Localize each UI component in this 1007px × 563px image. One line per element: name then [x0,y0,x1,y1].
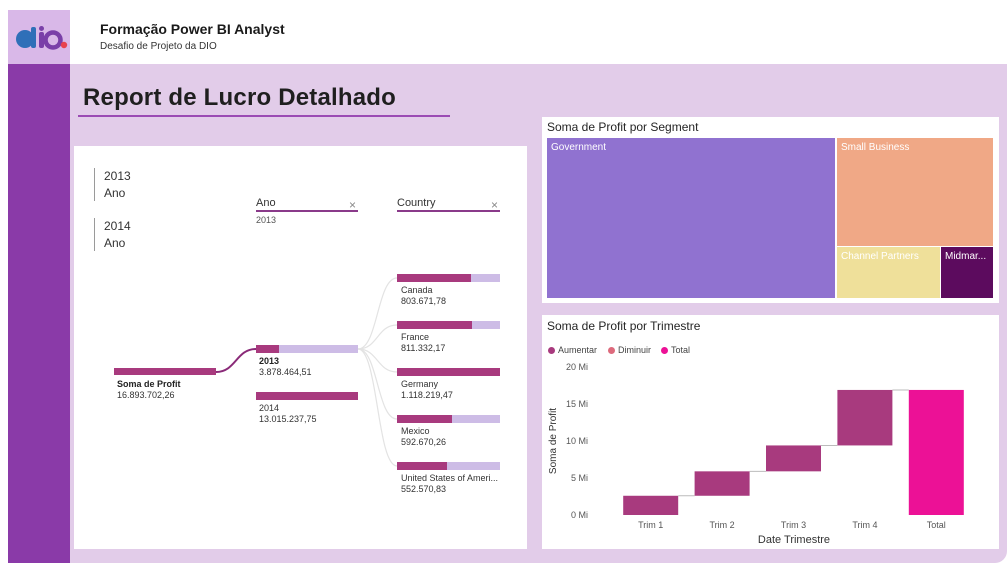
country-node-bar[interactable] [397,368,500,376]
treemap-cell-midmarket[interactable]: Midmar... [941,247,993,298]
country-node-bar[interactable] [397,321,472,329]
legend-item-decrease[interactable]: Diminuir [608,345,651,355]
waterfall-bar [694,471,750,496]
country-node-label: Canada [401,285,433,295]
y-tick-label: 10 Mi [566,436,588,446]
country-node-value: 1.118.219,47 [401,390,453,400]
tree-level-header-country[interactable]: Country [397,197,436,209]
y-tick-label: 5 Mi [571,473,588,483]
year-card-label: Ano [104,186,126,200]
legend-dot [548,346,555,354]
treemap-cell-channel-partners[interactable]: Channel Partners [837,247,940,298]
close-icon[interactable]: × [491,198,499,212]
y-tick-label: 15 Mi [566,399,588,409]
waterfall-title: Soma de Profit por Trimestre [547,319,701,333]
treemap-title: Soma de Profit por Segment [547,120,699,134]
waterfall-bar [766,445,821,472]
country-node-value: 803.671,78 [401,296,447,306]
waterfall-bar [837,389,893,446]
country-node-value: 552.570,83 [401,484,447,494]
country-node-label: Germany [401,379,439,389]
country-node-label: Mexico [401,426,430,436]
year-card-value: 2014 [104,219,131,233]
treemap-cell-government[interactable]: Government [547,138,835,298]
year-card-label: Ano [104,236,126,250]
legend-item-total[interactable]: Total [661,345,690,355]
app-subtitle: Desafio de Projeto da DIO [100,41,217,52]
country-node-value: 592.670,26 [401,437,447,447]
year-card-2014[interactable]: 2014 Ano [94,218,131,251]
x-tick-label: Trim 3 [781,520,806,530]
year-node-bar-bg[interactable] [256,345,358,353]
tree-level-underline [256,210,358,212]
tree-level-selection: 2013 [256,215,277,225]
year-node-bar[interactable] [256,392,358,400]
country-node-bar[interactable] [397,274,471,282]
root-node-bar[interactable] [114,368,216,375]
dio-logo-icon [16,26,68,50]
legend-label: Total [671,345,691,355]
tree-level-header-ano[interactable]: Ano [256,197,276,209]
country-node-bar[interactable] [397,415,452,423]
country-node-value: 811.332,17 [401,343,446,353]
legend-dot [608,346,615,354]
title-underline [78,115,450,117]
x-tick-label: Trim 1 [638,520,663,530]
sidebar [8,64,70,563]
x-tick-label: Trim 2 [710,520,735,530]
waterfall-chart: Soma de Profit 0 Mi 5 Mi 10 Mi 15 Mi 20 Mi Tri… [548,362,964,546]
year-card-value: 2013 [104,169,131,183]
year-node-label: 2013 [259,356,280,366]
y-tick-label: 0 Mi [571,510,588,520]
country-node-label: United States of Ameri... [401,473,499,483]
year-node-value: 13.015.237,75 [259,414,317,424]
root-node-value: 16.893.702,26 [117,390,175,400]
treemap-cell-small-business[interactable]: Small Business [837,138,993,246]
x-tick-label: Total [927,520,946,530]
legend-dot [661,346,668,354]
legend-item-increase[interactable]: Aumentar [548,345,597,355]
app-title: Formação Power BI Analyst [100,21,285,37]
country-node-bar-bg[interactable] [397,462,500,470]
waterfall-bar [623,495,679,515]
y-axis-title: Soma de Profit [548,408,559,474]
country-node-bar[interactable] [397,462,447,470]
close-icon[interactable]: × [349,198,357,212]
root-node-label: Soma de Profit [117,379,181,390]
year-node-bar[interactable] [256,345,279,353]
root-node-name: Soma de Profit [117,379,181,389]
tree-level-underline [397,210,500,212]
country-node-label: France [401,332,430,342]
legend-label: Diminuir [618,345,652,355]
x-tick-label: Trim 4 [852,520,877,530]
legend-label: Aumentar [558,345,598,355]
year-node-label: 2014 [259,403,280,413]
dio-logo [8,10,70,64]
year-node-value: 3.878.464,51 [259,367,312,377]
year-card-2013[interactable]: 2013 Ano [94,168,131,201]
waterfall-bar [908,389,964,515]
report-title: Report de Lucro Detalhado [83,84,397,111]
x-axis-title: Date Trimestre [758,534,830,546]
y-tick-label: 20 Mi [566,362,588,372]
